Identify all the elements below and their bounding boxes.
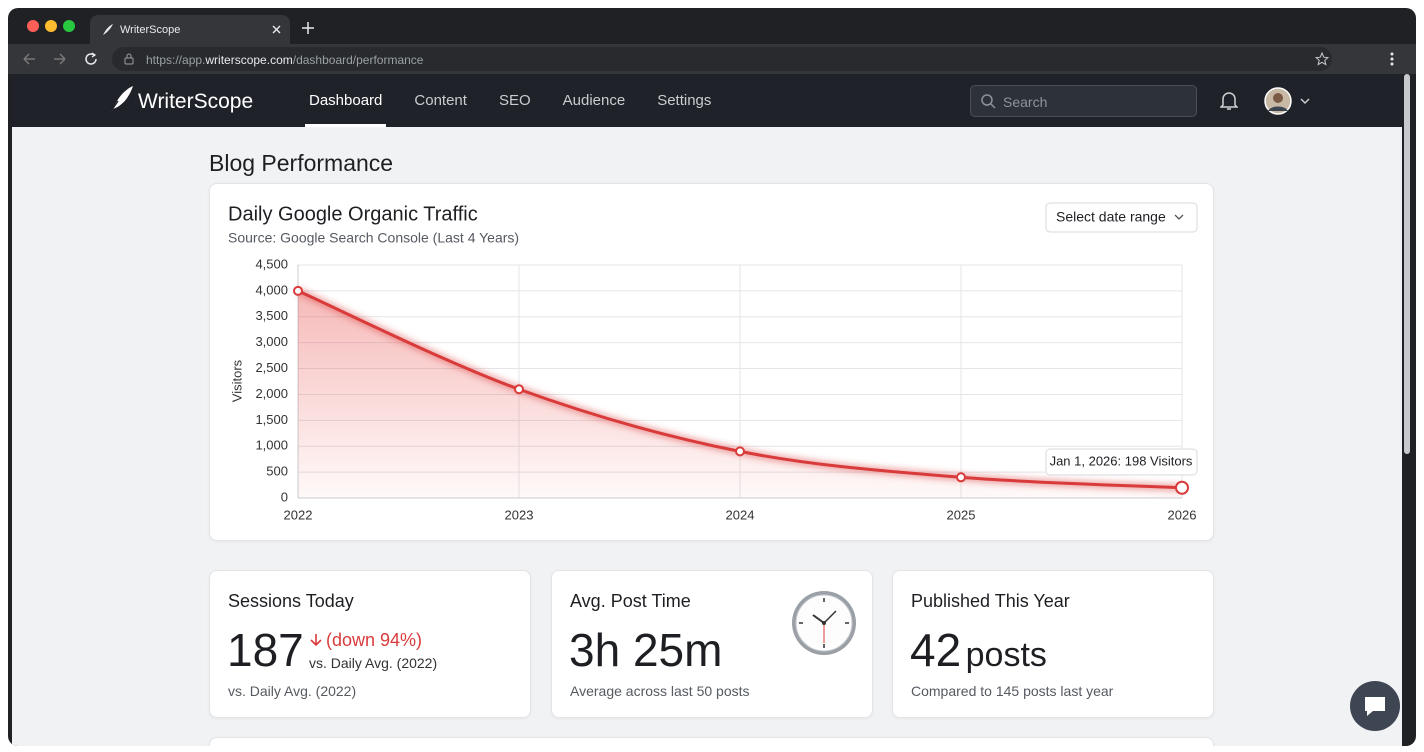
app-navbar: WriterScope Dashboard Content SEO Audience S… — [12, 74, 1402, 127]
point — [735, 446, 745, 457]
brand-name[interactable]: WriterScope — [138, 90, 254, 113]
x-tick-label: 2023 — [505, 507, 534, 522]
card-footnote: Average across last 50 posts — [570, 683, 750, 699]
stat-card: Sessions Today 187 (down 94%) vs. Daily … — [209, 570, 531, 718]
card-value: 187 — [227, 624, 304, 676]
card-footnote: Compared to 145 posts last year — [911, 683, 1114, 699]
point — [293, 285, 303, 296]
point — [1175, 480, 1189, 495]
url-field[interactable]: https://app.writerscope.com/dashboard/pe… — [112, 47, 1332, 71]
y-tick-label: 500 — [266, 464, 288, 479]
chart: Daily Google Organic Traffic Source: Goo… — [228, 202, 1198, 522]
minimize-dot[interactable] — [45, 20, 57, 32]
close-dot[interactable] — [27, 20, 39, 32]
lock-icon — [124, 53, 134, 65]
date-range-label: Select date range — [1056, 209, 1166, 225]
y-axis-label: Visitors — [229, 359, 244, 402]
user-avatar[interactable] — [1264, 87, 1314, 115]
nav-buttons[interactable] — [22, 52, 102, 66]
menu-dots[interactable] — [1390, 52, 1394, 66]
chart-title: Daily Google Organic Traffic — [228, 203, 478, 225]
y-tick-label: 3,000 — [255, 334, 288, 349]
card-unit: posts — [965, 636, 1047, 674]
x-tick-label: 2026 — [1168, 507, 1197, 522]
card-footnote: vs. Daily Avg. (2022) — [228, 683, 357, 699]
card-value: 3h 25m — [569, 624, 723, 676]
chat-button[interactable] — [1349, 680, 1401, 732]
nav-item[interactable]: SEO — [498, 92, 531, 109]
url-domain: writerscope.com — [205, 53, 293, 67]
area — [298, 290, 1182, 498]
clock-icon — [792, 591, 856, 655]
nav-item[interactable]: Audience — [562, 92, 626, 109]
url-path: /dashboard/performance — [292, 53, 424, 67]
scrollbar[interactable] — [1404, 74, 1410, 454]
stat-card: Published This Year 42 posts Compared to… — [892, 570, 1214, 718]
tab-icon — [103, 24, 113, 35]
tooltip — [1045, 448, 1198, 476]
page-title: Blog Performance — [209, 150, 394, 176]
browser-window: WriterScope https://app.writerscope.com/… — [8, 8, 1416, 746]
y-tick-label: 4,000 — [255, 282, 288, 297]
tab[interactable]: WriterScope — [90, 15, 290, 44]
card-change-note: vs. Daily Avg. (2022) — [309, 655, 438, 671]
search-input[interactable]: Search — [970, 85, 1197, 117]
brand-logo — [108, 86, 133, 115]
nav-item[interactable]: Content — [414, 92, 467, 109]
y-tick-label: 1,000 — [255, 438, 288, 453]
x-tick-label: 2024 — [726, 507, 755, 522]
y-tick-label: 2,000 — [255, 386, 288, 401]
chart-card: Daily Google Organic Traffic Source: Goo… — [209, 183, 1214, 541]
tab-bar: WriterScope — [8, 8, 1416, 44]
card-title: Sessions Today — [228, 591, 354, 611]
stat-card: Avg. Post Time 3h 25m Average across las… — [551, 570, 873, 718]
zoom-dot[interactable] — [63, 20, 75, 32]
tab-title: WriterScope — [120, 24, 181, 36]
search-icon — [981, 94, 996, 109]
tooltip-text: Jan 1, 2026: 198 Visitors — [1050, 453, 1193, 468]
card-value-group: 42 posts — [910, 623, 1047, 677]
card-title: Published This Year — [911, 591, 1070, 611]
y-tick-label: 0 — [281, 489, 288, 504]
x-tick-label: 2022 — [284, 507, 313, 522]
dropdown-chevron — [1174, 214, 1184, 220]
bookmark-star[interactable] — [1315, 52, 1329, 66]
url-prefix: https://app. — [146, 53, 206, 67]
chart-subtitle: Source: Google Search Console (Last 4 Ye… — [228, 230, 519, 246]
new-tab[interactable] — [302, 22, 314, 34]
address-bar: https://app.writerscope.com/dashboard/pe… — [8, 44, 1416, 74]
page-content: Blog Performance Daily Google Organic Tr… — [12, 127, 1402, 746]
nav-item[interactable]: Settings — [657, 92, 712, 109]
date-range-button[interactable] — [1045, 202, 1198, 233]
card-change: (down 94%) — [326, 630, 423, 650]
next-card — [209, 737, 1214, 746]
y-tick-label: 4,500 — [255, 256, 288, 271]
y-tick-label: 3,500 — [255, 308, 288, 323]
down-arrow — [310, 634, 322, 647]
y-tick-label: 1,500 — [255, 412, 288, 427]
nav-menu: Dashboard Content SEO Audience Settings — [293, 74, 727, 127]
y-tick-label: 2,500 — [255, 360, 288, 375]
search-placeholder: Search — [1003, 94, 1048, 110]
x-tick-label: 2025 — [947, 507, 976, 522]
card-value: 42 — [910, 624, 962, 676]
nav-item[interactable]: Dashboard — [293, 74, 398, 127]
point — [956, 472, 966, 483]
notifications-bell[interactable] — [1220, 91, 1238, 111]
point — [514, 384, 524, 395]
tab-close[interactable] — [272, 25, 281, 34]
card-title: Avg. Post Time — [570, 591, 691, 611]
